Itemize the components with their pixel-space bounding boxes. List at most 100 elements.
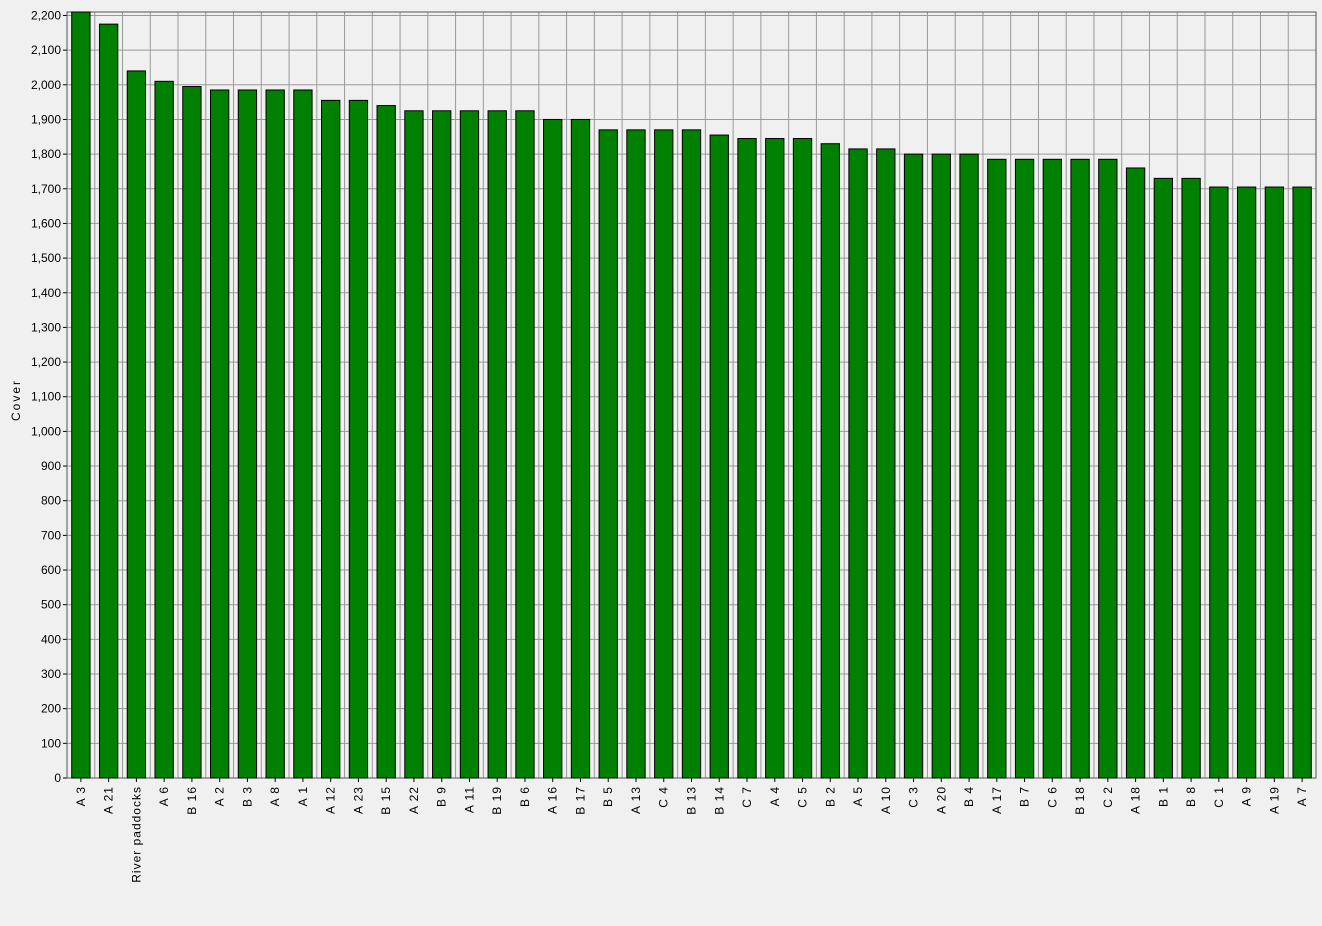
bar <box>348 99 369 779</box>
x-tick-label: B 2 <box>823 786 837 807</box>
bar <box>71 11 91 779</box>
bar <box>1264 186 1285 779</box>
x-tick-label: B 3 <box>240 786 254 807</box>
y-tick-label: 2,000 <box>31 78 61 92</box>
bar <box>987 158 1007 779</box>
bar <box>182 86 202 779</box>
bar <box>265 89 285 779</box>
x-tick-label: B 15 <box>379 786 393 815</box>
x-tick-label: B 16 <box>185 786 199 815</box>
bar <box>876 148 896 779</box>
bar <box>570 118 591 779</box>
bar <box>1209 186 1229 779</box>
x-tick-label: A 5 <box>851 786 865 806</box>
x-tick-label: A 8 <box>268 786 282 806</box>
x-tick-label: B 9 <box>435 786 449 807</box>
y-tick-label: 2,200 <box>31 8 61 22</box>
bar <box>848 148 868 779</box>
y-tick-label: 1,400 <box>31 286 61 300</box>
x-tick-label: C 2 <box>1101 786 1115 808</box>
x-tick-label: C 1 <box>1212 786 1226 808</box>
x-tick-label: C 4 <box>657 786 671 808</box>
y-tick-label: 600 <box>41 563 61 577</box>
x-tick-label: A 11 <box>462 786 476 813</box>
bar <box>709 134 729 779</box>
bar <box>126 70 147 779</box>
y-tick-label: 800 <box>41 494 61 508</box>
bar <box>820 143 840 779</box>
x-tick-label: A 12 <box>324 786 338 814</box>
y-tick-label: 1,500 <box>31 251 61 265</box>
bar <box>1292 186 1312 779</box>
y-tick-label: 1,600 <box>31 216 61 230</box>
x-tick-label: C 3 <box>907 786 921 808</box>
x-tick-label: B 7 <box>1018 786 1032 807</box>
bar <box>209 89 230 779</box>
bar <box>931 153 951 779</box>
x-tick-label: A 1 <box>296 786 310 806</box>
y-tick-label: 700 <box>41 528 61 542</box>
x-tick-label: B 4 <box>962 786 976 807</box>
x-tick-label: B 19 <box>490 786 504 815</box>
bar <box>959 153 979 779</box>
x-tick-label: B 13 <box>685 786 699 815</box>
y-tick-label: 1,100 <box>31 390 61 404</box>
y-tick-label: 500 <box>41 598 61 612</box>
y-tick-label: 300 <box>41 667 61 681</box>
bar <box>293 89 313 779</box>
y-tick-label: 400 <box>41 632 61 646</box>
bar <box>98 23 119 779</box>
bar <box>903 153 924 779</box>
y-tick-label: 1,300 <box>31 320 61 334</box>
bar <box>1181 177 1201 779</box>
x-tick-label: A 22 <box>407 786 421 814</box>
x-tick-label: B 8 <box>1184 786 1198 807</box>
x-tick-label: A 10 <box>879 786 893 814</box>
x-tick-label: A 3 <box>74 786 88 806</box>
bar <box>1125 167 1146 779</box>
bar <box>681 129 702 779</box>
x-tick-label: C 5 <box>796 786 810 808</box>
y-tick-label: 200 <box>41 702 61 716</box>
bar <box>515 110 535 779</box>
bar <box>1236 186 1257 779</box>
x-tick-label: C 7 <box>740 786 754 808</box>
bar <box>598 129 618 779</box>
bar <box>543 118 563 779</box>
bar <box>432 110 452 779</box>
x-tick-label: A 21 <box>102 786 116 814</box>
x-tick-label: A 2 <box>213 786 227 806</box>
x-tick-label: A 16 <box>546 786 560 814</box>
x-tick-label: B 14 <box>712 786 726 815</box>
y-tick-label: 1,800 <box>31 147 61 161</box>
x-tick-label: A 20 <box>934 786 948 814</box>
bar <box>654 129 674 779</box>
x-tick-label: B 18 <box>1073 786 1087 815</box>
x-tick-label: A 23 <box>351 786 365 814</box>
y-tick-label: 2,100 <box>31 43 61 57</box>
y-tick-label: 100 <box>41 736 61 750</box>
x-tick-label: B 5 <box>601 786 615 807</box>
bar <box>459 110 480 779</box>
y-tick-label: 1,200 <box>31 355 61 369</box>
x-tick-label: River paddocks <box>129 786 143 883</box>
y-axis-title: Cover <box>9 379 23 421</box>
x-tick-label: B 6 <box>518 786 532 807</box>
bar <box>154 80 174 779</box>
y-tick-label: 0 <box>54 771 61 785</box>
x-tick-label: A 13 <box>629 786 643 814</box>
x-tick-label: B 17 <box>573 786 587 815</box>
bar <box>1014 158 1035 779</box>
bar <box>376 105 396 779</box>
x-tick-label: A 7 <box>1295 786 1309 806</box>
x-tick-label: A 6 <box>157 786 171 806</box>
bar <box>1042 158 1062 779</box>
bar <box>792 138 813 779</box>
bar <box>737 138 757 779</box>
bar <box>404 110 424 779</box>
x-tick-label: A 9 <box>1240 786 1254 806</box>
bar <box>321 99 341 779</box>
x-tick-label: B 1 <box>1156 786 1170 807</box>
